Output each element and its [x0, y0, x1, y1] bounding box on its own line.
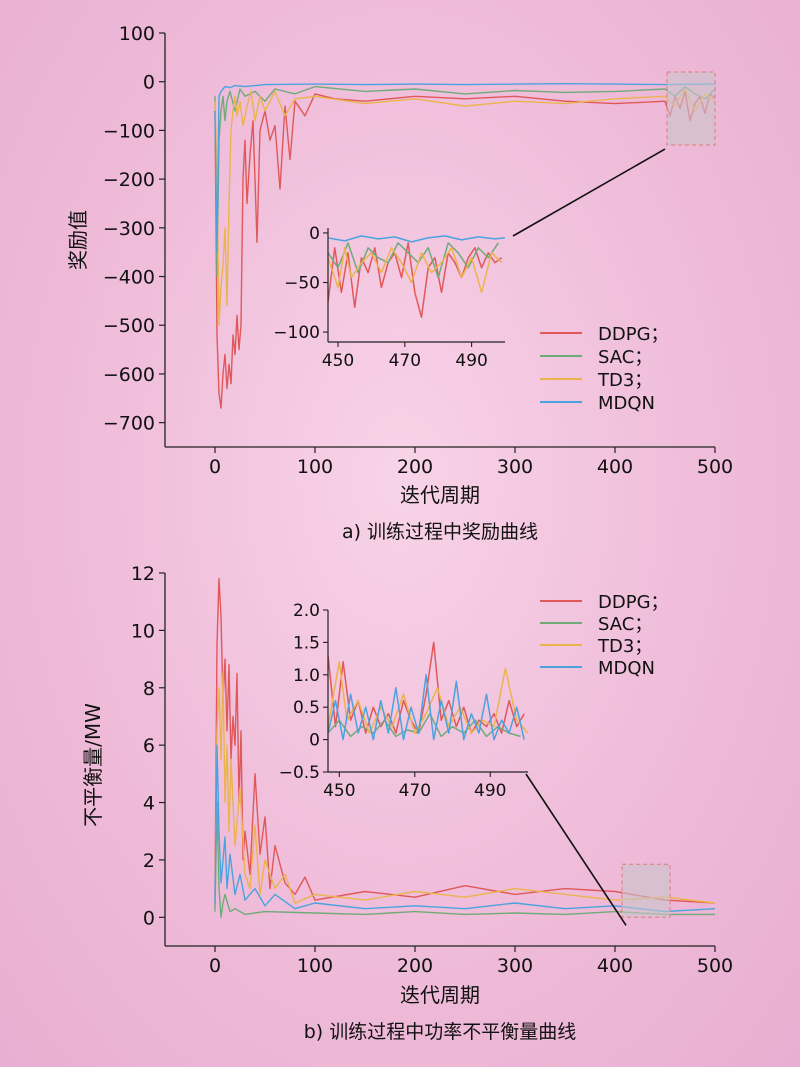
- inset-line-ddpg: [328, 641, 525, 734]
- legend: DDPG；SAC；TD3；MDQN: [540, 592, 669, 679]
- inset-y-tick-label: 0: [309, 224, 320, 244]
- inset-x-tick-label: 490: [455, 351, 487, 371]
- x-tick-label: 0: [209, 456, 221, 478]
- inset-series-group: [328, 641, 528, 741]
- x-tick-label: 100: [297, 955, 333, 977]
- series-line-ddpg: [214, 578, 715, 904]
- inset-x-tick-label: 470: [399, 781, 431, 801]
- chart-imbalance: 0 100 200 300 400 500 12 10 8 6 4 2 0 迭代周期 不平衡量/MW b) 训…: [81, 563, 733, 1043]
- series-line-td3: [214, 88, 715, 326]
- inset-x-tick-label: 450: [323, 781, 355, 801]
- series-line-mdqn: [214, 744, 715, 913]
- x-tick-label: 500: [697, 955, 733, 977]
- inset-line-td3: [328, 247, 503, 294]
- inset-x-tick-label: 470: [389, 351, 421, 371]
- legend-label: DDPG；: [598, 592, 669, 613]
- inset-y-tick-label: 0: [309, 731, 320, 751]
- y-tick-label: 4: [143, 793, 155, 815]
- inset-line-ddpg: [328, 242, 503, 318]
- legend-label: SAC；: [598, 614, 652, 635]
- x-tick-label: 400: [597, 955, 633, 977]
- zoom-box: [621, 863, 671, 918]
- inset-line-mdqn: [328, 674, 525, 741]
- y-tick-label: 0: [143, 907, 155, 929]
- y-tick-label: −500: [103, 315, 155, 337]
- x-tick-label: 200: [397, 456, 433, 478]
- inset-plot: 450 470 490 2.0 1.5 1.0 0.5 0 −0.5: [279, 601, 528, 801]
- y-tick-label: −600: [103, 364, 155, 386]
- inset-line-sac: [328, 242, 499, 279]
- y-tick-label: 0: [143, 72, 155, 94]
- zoom-box: [666, 71, 716, 146]
- legend-label: MDQN: [598, 658, 655, 679]
- inset-y-tick-label: 1.0: [293, 666, 320, 686]
- inset-y-tick-label: 2.0: [293, 601, 320, 621]
- y-tick-label: −700: [103, 413, 155, 435]
- inset-y-tick-label: −100: [273, 323, 320, 343]
- y-tick-label: −300: [103, 218, 155, 240]
- x-axis-label: 迭代周期: [400, 483, 480, 507]
- inset-y-tick-label: 1.5: [293, 633, 320, 653]
- y-tick-label: 12: [131, 563, 155, 585]
- series-line-sac: [214, 801, 715, 918]
- series-line-mdqn: [214, 82, 715, 253]
- legend-label: TD3；: [597, 636, 652, 657]
- x-tick-label: 0: [209, 955, 221, 977]
- y-tick-label: −200: [103, 169, 155, 191]
- chart-caption: a) 训练过程中奖励曲线: [342, 521, 538, 543]
- y-tick-label: −100: [103, 120, 155, 142]
- y-tick-label: 2: [143, 850, 155, 872]
- series-line-sac: [214, 85, 715, 278]
- inset-x-tick-label: 490: [474, 781, 506, 801]
- legend-label: SAC；: [598, 347, 652, 368]
- y-tick-label: 8: [143, 678, 155, 700]
- chart-reward: 0 100 200 300 400 5001000−100−200−300−400−500…: [66, 23, 733, 543]
- inset-plot: 450 470 490 0 −50 −100: [273, 224, 505, 371]
- inset-line-mdqn: [328, 235, 505, 243]
- inset-y-tick-label: −0.5: [279, 763, 320, 783]
- inset-line-td3: [328, 661, 528, 734]
- legend-label: TD3；: [597, 370, 652, 391]
- x-tick-label: 300: [497, 456, 533, 478]
- x-axis-label: 迭代周期: [400, 983, 480, 1007]
- x-tick-label: 300: [497, 955, 533, 977]
- inset-y-tick-label: 0.5: [293, 698, 320, 718]
- chart-caption: b) 训练过程中功率不平衡量曲线: [304, 1021, 577, 1043]
- legend-label: DDPG；: [598, 324, 669, 345]
- x-tick-label: 100: [297, 456, 333, 478]
- legend: DDPG；SAC；TD3；MDQN: [540, 324, 669, 414]
- series-line-td3: [214, 672, 715, 904]
- zoom-connector: [512, 148, 666, 237]
- inset-series-group: [328, 235, 505, 318]
- x-tick-label: 200: [397, 955, 433, 977]
- y-tick-label: 6: [143, 735, 155, 757]
- y-tick-label: 10: [131, 620, 155, 642]
- series-group: [214, 578, 715, 918]
- y-axis-label: 奖励值: [66, 210, 90, 270]
- legend-label: MDQN: [598, 393, 655, 414]
- zoom-connector: [525, 773, 627, 926]
- y-axis-label: 不平衡量/MW: [81, 703, 105, 827]
- x-tick-label: 400: [597, 456, 633, 478]
- inset-y-tick-label: −50: [284, 274, 320, 294]
- inset-x-tick-label: 450: [322, 351, 354, 371]
- y-tick-label: 100: [119, 23, 155, 45]
- y-tick-label: −400: [103, 267, 155, 289]
- x-tick-label: 500: [697, 456, 733, 478]
